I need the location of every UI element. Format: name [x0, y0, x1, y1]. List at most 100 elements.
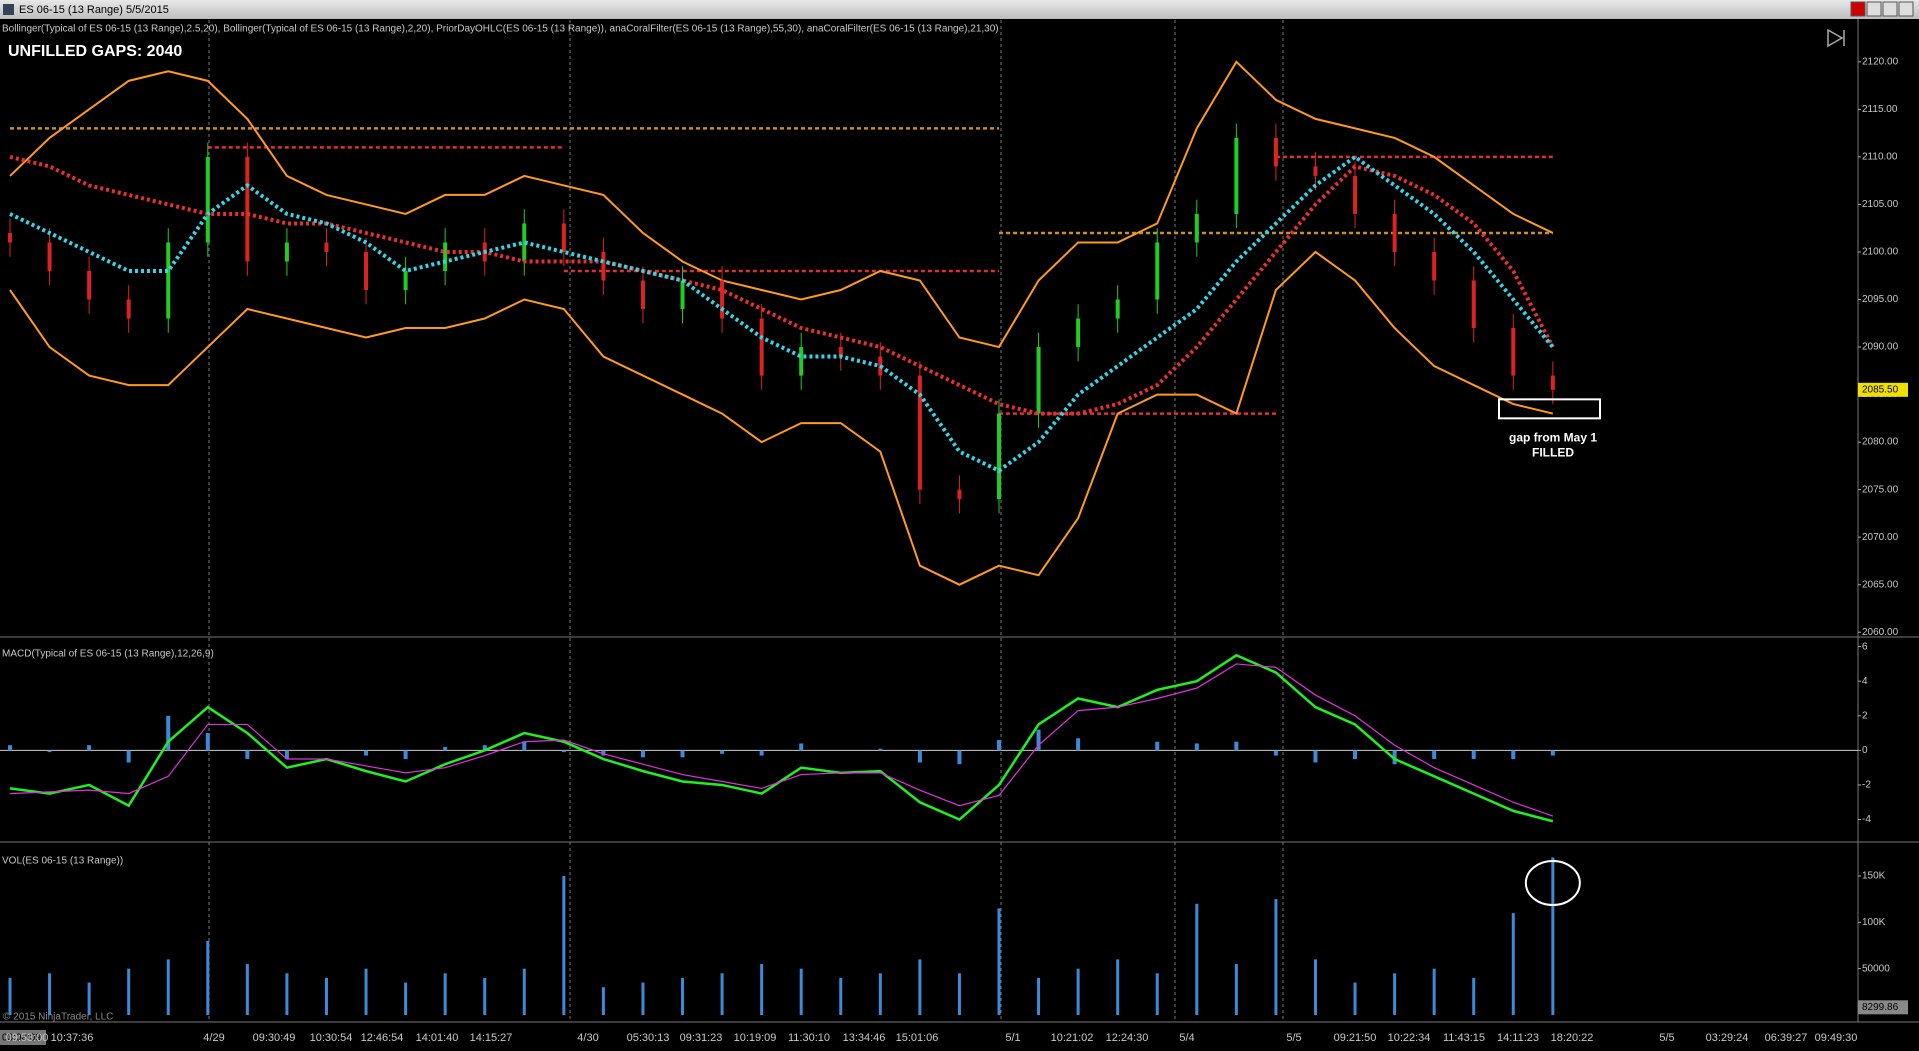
volume-bar	[1393, 973, 1397, 1016]
macd-histogram-bar	[561, 750, 566, 753]
candle-body	[1550, 375, 1555, 390]
maximize-button[interactable]	[1882, 1, 1898, 17]
macd-histogram-bar	[443, 746, 448, 751]
macd-histogram-bar	[482, 745, 487, 751]
volume-bar	[127, 968, 131, 1016]
candle-body	[601, 251, 606, 281]
macd-histogram-bar	[680, 750, 685, 758]
time-label: 10:37:36	[51, 1032, 94, 1044]
y-tick-label: 6	[1862, 641, 1868, 652]
candle-body	[1273, 137, 1278, 167]
y-tick-label: 2095.00	[1862, 294, 1899, 305]
y-tick-label: 4	[1862, 676, 1868, 687]
time-label: 14:01:40	[416, 1032, 459, 1044]
candle-body	[1353, 175, 1358, 214]
macd-histogram-bar	[403, 750, 408, 760]
macd-histogram-bar	[87, 745, 92, 751]
indicator-line	[9, 653, 1554, 823]
volume-bar	[364, 968, 368, 1016]
volume-bar	[1551, 857, 1555, 1016]
macd-histogram-bar	[720, 750, 725, 754]
close-button[interactable]	[1898, 1, 1914, 17]
window-color-button[interactable]	[1850, 1, 1866, 17]
macd-histogram-bar	[522, 741, 527, 751]
candle-body	[640, 280, 645, 310]
macd-histogram-bar	[1432, 750, 1437, 760]
y-tick-label: 2115.00	[1862, 104, 1898, 115]
macd-histogram-bar	[1471, 750, 1476, 760]
volume-bar	[1076, 968, 1080, 1016]
macd-histogram-bar	[1155, 741, 1160, 751]
time-label: 14:11:23	[1497, 1032, 1539, 1044]
macd-histogram-bar	[205, 733, 210, 751]
macd-histogram-bar	[1392, 750, 1397, 765]
candle-body	[1234, 137, 1239, 214]
candle-body	[1313, 166, 1318, 176]
scroll-end-button[interactable]	[1827, 28, 1845, 48]
time-label: 4/29	[203, 1032, 224, 1044]
volume-bar	[1432, 968, 1436, 1016]
volume-bar	[799, 968, 803, 1016]
volume-bar	[839, 977, 843, 1016]
volume-bar	[206, 940, 210, 1016]
volume-bar	[1195, 903, 1199, 1016]
candle-body	[245, 156, 250, 262]
macd-histogram-bar	[640, 750, 645, 758]
candle-body	[443, 242, 448, 271]
macd-histogram-bar	[1076, 738, 1081, 751]
time-label: 18:20:22	[1551, 1032, 1594, 1044]
macd-histogram-bar	[1313, 750, 1318, 763]
macd-histogram-bar	[601, 750, 606, 756]
time-label: 15:01:06	[896, 1032, 939, 1044]
candle-body	[917, 375, 922, 490]
macd-histogram-bar	[1550, 750, 1555, 756]
y-tick-label: 100K	[1862, 917, 1886, 928]
time-label: 10:19:09	[734, 1032, 777, 1044]
macd-histogram-bar	[284, 750, 289, 760]
time-label: 5/5	[1286, 1032, 1301, 1044]
macd-histogram-bar	[364, 750, 369, 756]
volume-bar	[1274, 899, 1278, 1016]
macd-histogram-bar	[1194, 743, 1199, 751]
minimize-button[interactable]	[1866, 1, 1882, 17]
highlight-circle	[1524, 860, 1581, 906]
app-icon	[3, 4, 14, 15]
y-tick-label: 150K	[1862, 871, 1886, 882]
volume-bar	[1472, 977, 1476, 1016]
y-tick-label: 2120.00	[1862, 56, 1899, 67]
volume-bar	[1353, 982, 1357, 1016]
volume-bar	[918, 959, 922, 1016]
volume-bar	[1511, 913, 1515, 1016]
macd-histogram-bar	[1273, 750, 1278, 756]
cursor-time-box	[0, 1030, 46, 1045]
macd-histogram-bar	[47, 750, 52, 753]
macd-label: MACD(Typical of ES 06-15 (13 Range),12,2…	[2, 649, 214, 660]
volume-bar	[166, 959, 170, 1016]
time-label: 5/1	[1005, 1032, 1020, 1044]
last-price-label: 2085.50	[1862, 384, 1899, 395]
y-tick-label: 2105.00	[1862, 199, 1899, 210]
y-tick-label: 2110.00	[1862, 152, 1898, 163]
macd-histogram-bar	[1353, 750, 1358, 760]
volume-bar	[878, 973, 882, 1016]
gaps-annotation: UNFILLED GAPS: 2040	[8, 43, 182, 60]
candle-body	[324, 242, 329, 252]
y-tick-label: 50000	[1862, 963, 1890, 974]
candle-body	[957, 489, 962, 500]
volume-bar	[562, 875, 566, 1016]
time-label: 11:43:15	[1443, 1032, 1485, 1044]
macd-histogram-bar	[1036, 729, 1041, 751]
candle-body	[1194, 213, 1199, 243]
indicator-line	[9, 154, 1555, 473]
candle-body	[680, 280, 685, 310]
volume-bar	[285, 973, 289, 1016]
y-tick-label: -2	[1862, 780, 1871, 791]
candle-body	[87, 270, 92, 300]
volume-bar	[404, 982, 408, 1016]
time-label: 09:49:30	[1815, 1032, 1858, 1044]
last-price-tag	[1858, 382, 1908, 397]
candle-body	[47, 242, 52, 271]
time-label: 12:46:54	[361, 1032, 404, 1044]
